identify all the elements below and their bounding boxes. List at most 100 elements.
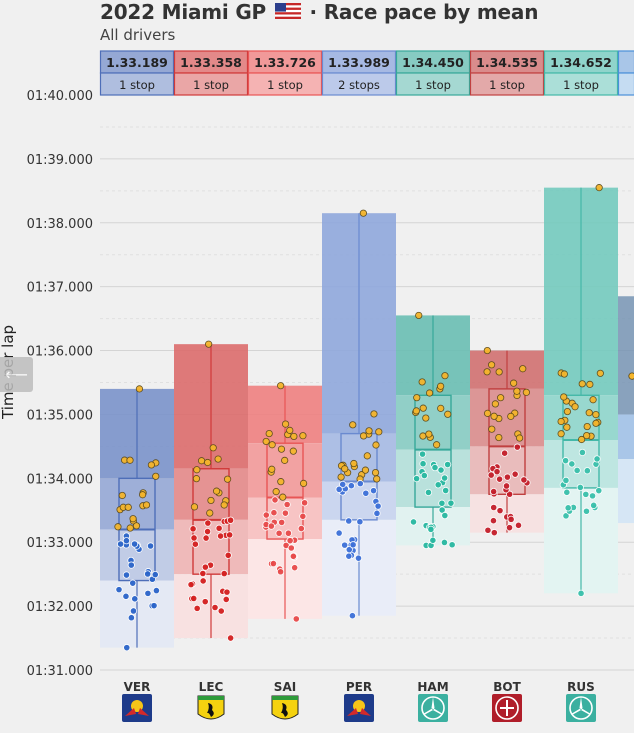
lap-point bbox=[440, 538, 449, 547]
lap-point bbox=[354, 554, 363, 562]
lap-point bbox=[583, 422, 591, 431]
lap-point bbox=[284, 529, 293, 537]
lap-point bbox=[122, 592, 130, 600]
lap-point bbox=[205, 340, 213, 348]
lap-point bbox=[227, 634, 235, 642]
lap-point bbox=[339, 480, 347, 489]
lap-point bbox=[371, 468, 380, 477]
driver-code-label: BOT bbox=[493, 680, 521, 694]
lap-point bbox=[496, 507, 504, 515]
lap-point bbox=[335, 529, 343, 537]
lap-point bbox=[592, 411, 600, 419]
lap-point bbox=[206, 509, 214, 517]
lap-point bbox=[497, 394, 505, 402]
lap-point bbox=[578, 448, 587, 457]
lap-point bbox=[419, 404, 427, 412]
lap-point bbox=[189, 525, 197, 533]
lap-point bbox=[147, 461, 156, 469]
lap-point bbox=[190, 534, 198, 542]
lap-point bbox=[372, 441, 380, 449]
lap-point bbox=[217, 607, 225, 615]
lap-point bbox=[557, 417, 565, 426]
lap-point bbox=[441, 511, 449, 520]
lap-point bbox=[281, 456, 289, 464]
lap-point bbox=[201, 563, 209, 571]
lap-point bbox=[224, 551, 232, 559]
lap-point bbox=[447, 499, 455, 507]
driver-column-rus bbox=[544, 184, 618, 597]
lap-point bbox=[444, 410, 452, 418]
y-tick-label: 01:40.000 bbox=[27, 89, 93, 104]
lap-point bbox=[595, 184, 603, 192]
lap-point bbox=[278, 518, 286, 526]
lap-point bbox=[190, 503, 199, 511]
lap-point bbox=[127, 561, 135, 569]
lap-point bbox=[448, 541, 456, 549]
mean-label: 1.33.189 bbox=[106, 55, 168, 70]
lap-point bbox=[290, 432, 298, 441]
lap-point bbox=[578, 435, 586, 444]
y-tick-label: 01:37.000 bbox=[27, 281, 93, 296]
redbull-icon bbox=[122, 694, 152, 722]
lap-point bbox=[349, 421, 357, 429]
lap-point bbox=[276, 568, 285, 576]
alfaromeo-icon bbox=[492, 694, 522, 722]
iqr-upper-band bbox=[248, 443, 322, 498]
lap-point bbox=[444, 460, 452, 469]
lap-point bbox=[267, 522, 275, 530]
lap-point bbox=[275, 529, 283, 537]
lap-point bbox=[592, 419, 600, 427]
redbull-icon bbox=[344, 694, 374, 722]
lap-point bbox=[427, 525, 435, 533]
lap-point bbox=[350, 459, 358, 468]
lap-point bbox=[203, 527, 212, 536]
lap-point bbox=[215, 524, 223, 532]
lap-point bbox=[226, 516, 235, 524]
lap-point bbox=[123, 644, 131, 652]
lap-point bbox=[561, 457, 570, 465]
stops-box bbox=[543, 72, 619, 96]
driver-column-lec bbox=[174, 340, 248, 642]
lap-point bbox=[489, 517, 498, 525]
lap-point bbox=[596, 369, 604, 377]
lap-point bbox=[490, 412, 498, 420]
lap-point bbox=[129, 515, 137, 523]
back-arrow-icon[interactable]: ⟵ bbox=[0, 357, 33, 392]
lap-point bbox=[197, 457, 206, 465]
lap-point bbox=[375, 428, 383, 436]
lap-point bbox=[522, 388, 530, 396]
lap-point bbox=[505, 524, 514, 532]
stops-label: 1 stop bbox=[119, 78, 155, 92]
lap-point bbox=[341, 465, 349, 473]
lap-point bbox=[433, 441, 441, 449]
lap-point bbox=[362, 489, 370, 497]
lap-point bbox=[262, 437, 270, 446]
lap-point bbox=[487, 471, 495, 479]
lap-point bbox=[373, 475, 381, 483]
driver-header-sai: 1.33.726 1 stop bbox=[247, 50, 323, 96]
lap-point bbox=[593, 455, 601, 463]
lap-point bbox=[563, 488, 571, 496]
lap-point bbox=[281, 420, 290, 428]
driver-column-per bbox=[322, 209, 396, 620]
lap-point bbox=[513, 387, 521, 395]
lap-point bbox=[583, 467, 591, 475]
lap-point bbox=[577, 589, 585, 597]
lap-point bbox=[345, 546, 353, 554]
lap-point bbox=[142, 501, 151, 509]
lap-point bbox=[292, 615, 300, 623]
lap-point bbox=[413, 394, 421, 402]
lap-point bbox=[301, 499, 309, 507]
y-tick-label: 01:31.000 bbox=[27, 664, 93, 679]
mean-label: 1.33.989 bbox=[328, 55, 390, 70]
driver-code-label: PER bbox=[346, 680, 372, 694]
lap-point bbox=[131, 595, 139, 603]
lap-point bbox=[513, 443, 521, 451]
lap-point bbox=[223, 475, 232, 483]
lap-point bbox=[289, 447, 297, 455]
lap-point bbox=[126, 456, 134, 464]
driver-column-ham bbox=[396, 311, 470, 550]
lap-point bbox=[369, 487, 378, 495]
lap-point bbox=[269, 560, 278, 568]
lap-point bbox=[583, 432, 591, 440]
